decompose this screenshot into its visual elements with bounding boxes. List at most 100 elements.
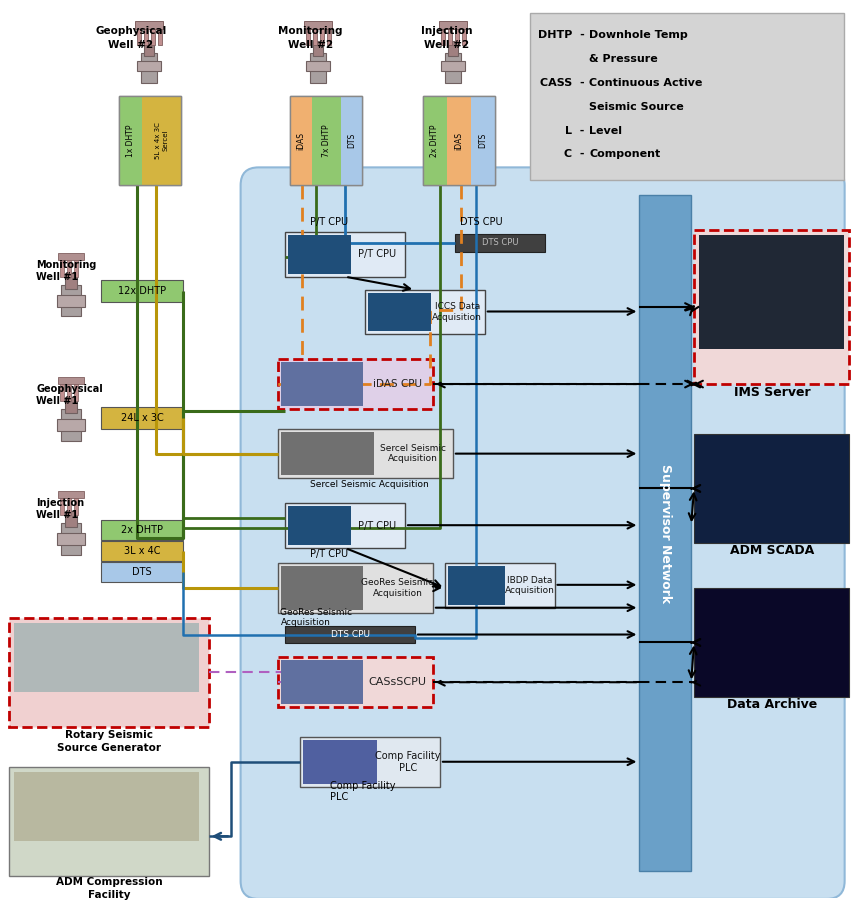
Bar (61, 409, 81, 441)
Text: Injection: Injection (37, 498, 84, 509)
Bar (454, 234, 544, 252)
Bar (65, 397, 77, 413)
Text: 7x DHTP: 7x DHTP (321, 124, 331, 157)
Bar (142, 96, 181, 185)
Bar (74, 495, 78, 515)
Bar (445, 563, 554, 608)
Text: Supervisor Network: Supervisor Network (658, 464, 671, 603)
Bar (694, 434, 848, 543)
Bar (278, 563, 433, 612)
Bar (461, 25, 465, 45)
Bar (74, 257, 78, 277)
Bar (281, 660, 363, 704)
Bar (60, 257, 64, 277)
Text: C  -: C - (563, 150, 584, 160)
Bar (304, 22, 332, 29)
Bar (119, 96, 181, 185)
Bar (135, 22, 163, 29)
Text: 3L x 4C: 3L x 4C (124, 546, 160, 556)
Text: P/T CPU: P/T CPU (310, 549, 348, 559)
Bar (290, 96, 312, 185)
Text: Geophysical: Geophysical (95, 26, 166, 36)
Text: & Pressure: & Pressure (589, 54, 658, 64)
Text: Monitoring: Monitoring (37, 260, 96, 270)
Text: Rotary Seismic: Rotary Seismic (65, 730, 153, 740)
Bar (440, 25, 445, 45)
Bar (288, 235, 351, 273)
Text: Well #2: Well #2 (424, 40, 469, 51)
Text: 12x DHTP: 12x DHTP (118, 286, 166, 296)
Text: DTS: DTS (478, 133, 486, 148)
Text: Injection: Injection (421, 26, 472, 36)
Text: Downhole Temp: Downhole Temp (589, 30, 688, 41)
Text: Sercel Seismic Acquisition: Sercel Seismic Acquisition (310, 480, 429, 489)
Bar (340, 96, 362, 185)
Bar (57, 295, 85, 307)
Bar (278, 359, 433, 409)
Bar (281, 432, 374, 475)
Text: Comp Facility
PLC: Comp Facility PLC (330, 781, 395, 803)
FancyBboxPatch shape (240, 168, 843, 899)
Bar (141, 53, 157, 83)
Bar (447, 566, 504, 604)
Bar (285, 503, 405, 548)
Bar (61, 285, 81, 317)
Bar (101, 562, 182, 582)
Text: Source Generator: Source Generator (57, 743, 161, 753)
Bar (694, 230, 848, 384)
Text: 2x DHTP: 2x DHTP (430, 124, 439, 157)
Text: IBDP Data
Acquisition: IBDP Data Acquisition (504, 575, 554, 595)
Text: L  -: L - (564, 125, 584, 135)
Text: Well #2: Well #2 (108, 40, 153, 51)
Bar (327, 25, 331, 45)
Bar (638, 195, 690, 871)
Bar (14, 622, 199, 692)
Bar (285, 626, 415, 643)
Text: Data Archive: Data Archive (726, 697, 816, 711)
Text: CASS  -: CASS - (539, 78, 584, 87)
Bar (423, 96, 446, 185)
Text: ADM SCADA: ADM SCADA (729, 544, 813, 557)
Text: Facility: Facility (88, 890, 130, 900)
Bar (320, 25, 324, 45)
Text: Well #1: Well #1 (37, 272, 78, 281)
Bar (447, 25, 452, 45)
Text: Geophysical: Geophysical (37, 384, 103, 394)
Bar (101, 520, 182, 540)
Bar (9, 767, 209, 876)
Bar (290, 96, 362, 185)
Bar (445, 53, 460, 83)
Bar (423, 96, 494, 185)
Bar (285, 232, 405, 277)
Bar (101, 280, 182, 301)
Bar (67, 381, 71, 401)
Text: iDAS: iDAS (296, 132, 305, 150)
Bar (278, 428, 452, 478)
Bar (57, 533, 85, 545)
Bar (144, 25, 147, 45)
Bar (470, 96, 494, 185)
Bar (137, 25, 141, 45)
Bar (58, 377, 84, 384)
Text: DHTP  -: DHTP - (537, 30, 584, 41)
Bar (281, 363, 363, 406)
Text: Sercel Seismic
Acquisition: Sercel Seismic Acquisition (379, 444, 446, 464)
Bar (61, 523, 81, 555)
Bar (303, 740, 377, 784)
Bar (58, 492, 84, 499)
Text: Continuous Active: Continuous Active (589, 78, 702, 87)
Text: IMS Server: IMS Server (733, 385, 809, 399)
Bar (60, 495, 64, 515)
Text: iDAS: iDAS (454, 132, 463, 150)
Bar (440, 61, 464, 71)
Text: 2x DHTP: 2x DHTP (121, 525, 163, 535)
Bar (694, 588, 848, 697)
Bar (65, 272, 77, 289)
Bar (119, 96, 142, 185)
Text: 24L x 3C: 24L x 3C (120, 413, 163, 423)
Bar (58, 253, 84, 260)
Bar (60, 381, 64, 401)
Text: GeoRes Seismic
Acquisition: GeoRes Seismic Acquisition (280, 608, 352, 627)
Bar (365, 290, 484, 335)
Bar (306, 25, 310, 45)
